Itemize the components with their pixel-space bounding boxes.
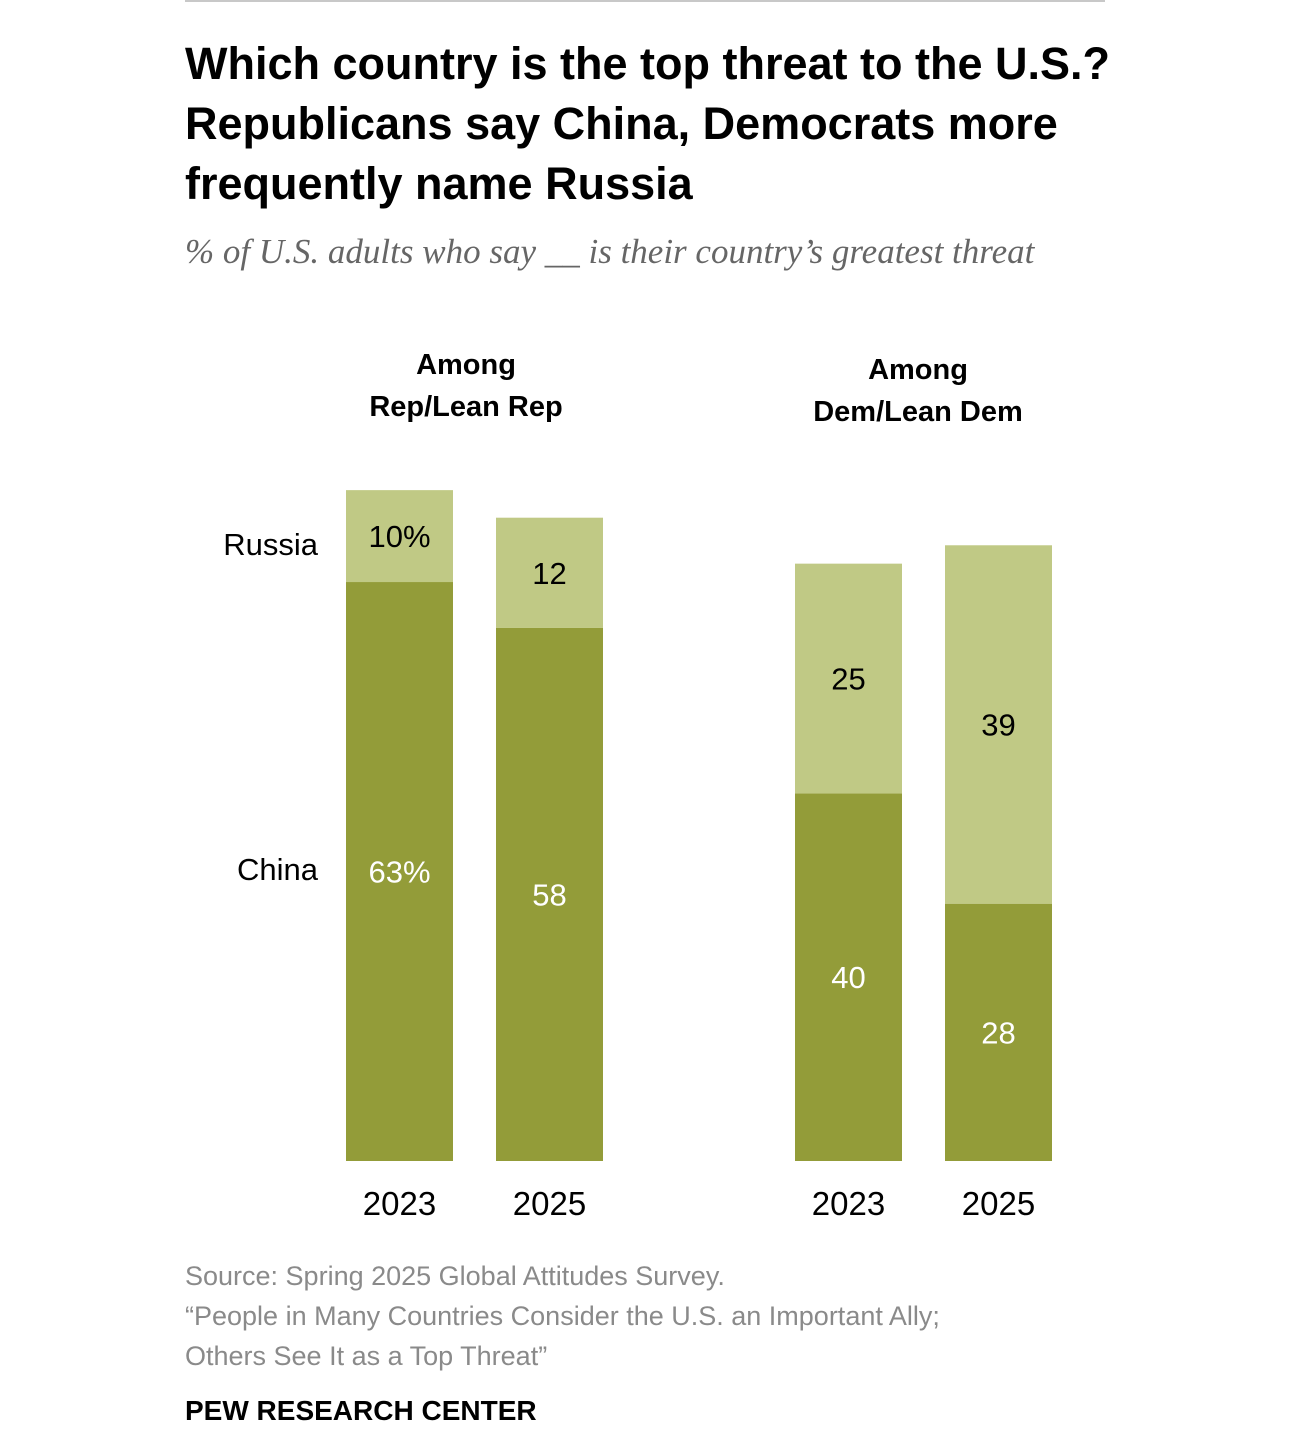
bar-china-1-2023 [795, 793, 902, 1161]
bar-china-1-2025 [945, 903, 1052, 1161]
data-label-russia-1-2025: 39 [981, 707, 1015, 742]
data-label-russia-0-2025: 12 [532, 556, 566, 591]
bar-russia-0-2023 [346, 490, 453, 583]
x-tick-label-0-2023: 2023 [363, 1185, 436, 1222]
group-title-0-line-0: Among [416, 349, 516, 381]
group-title-1-line-1: Dem/Lean Dem [813, 396, 1023, 428]
group-title-0-line-1: Rep/Lean Rep [369, 391, 562, 423]
bar-china-0-2025 [496, 627, 603, 1161]
data-label-china-0-2023: 63% [368, 855, 430, 890]
report-title-line-2: Others See It as a Top Threat” [185, 1341, 548, 1371]
top-rule [185, 0, 1105, 2]
chart-title: Which country is the top threat to the U… [185, 38, 1111, 209]
chart-subtitle: % of U.S. adults who say __ is their cou… [185, 232, 1035, 271]
data-label-russia-1-2023: 25 [831, 662, 865, 697]
stacked-bar-chart: Among Rep/Lean Rep 63% 10% 2023 58 12 2025 Among… [223, 349, 1052, 1222]
data-label-russia-0-2023: 10% [368, 519, 430, 554]
data-label-china-0-2025: 58 [532, 877, 566, 912]
group-title-1-line-0: Among [868, 354, 968, 386]
organization-logo-text: PEW RESEARCH CENTER [185, 1395, 537, 1426]
x-tick-label-1-2023: 2023 [812, 1185, 885, 1222]
bar-russia-1-2023 [795, 563, 902, 794]
data-label-china-1-2023: 40 [831, 960, 865, 995]
x-tick-label-0-2025: 2025 [513, 1185, 586, 1222]
data-label-china-1-2025: 28 [981, 1015, 1015, 1050]
x-tick-label-1-2025: 2025 [962, 1185, 1035, 1222]
series-label-russia: Russia [223, 527, 319, 562]
report-title-line-1: “People in Many Countries Consider the U… [185, 1301, 940, 1331]
bar-russia-0-2025 [496, 517, 603, 628]
source-line: Source: Spring 2025 Global Attitudes Sur… [185, 1261, 725, 1291]
series-label-china: China [237, 852, 319, 887]
source-note: Source: Spring 2025 Global Attitudes Sur… [185, 1256, 1105, 1376]
bar-russia-1-2025 [945, 545, 1052, 904]
bar-china-0-2023 [346, 582, 453, 1161]
